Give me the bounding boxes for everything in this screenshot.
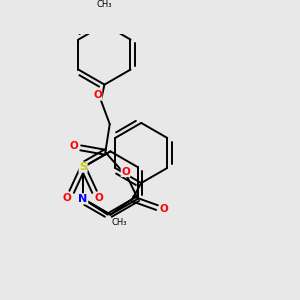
Text: O: O: [63, 193, 72, 203]
Text: O: O: [160, 204, 168, 214]
Text: O: O: [93, 90, 102, 100]
Text: N: N: [78, 194, 88, 204]
Text: O: O: [69, 141, 78, 151]
Text: CH₃: CH₃: [111, 218, 127, 227]
Text: CH₃: CH₃: [97, 0, 112, 9]
Text: O: O: [94, 193, 103, 203]
Text: O: O: [121, 167, 130, 177]
Text: S: S: [79, 162, 87, 172]
